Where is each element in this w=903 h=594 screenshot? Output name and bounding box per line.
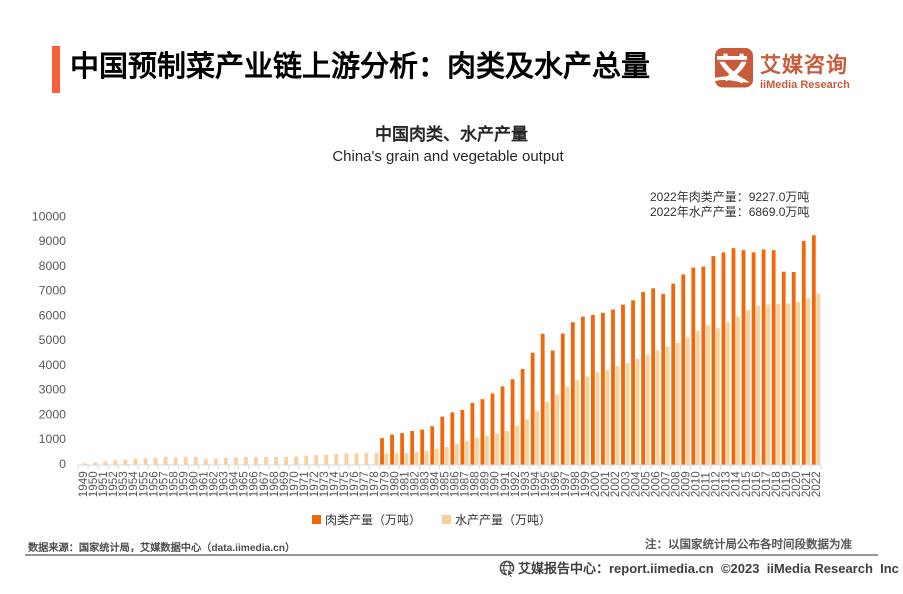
svg-text:1957: 1957 bbox=[157, 471, 170, 497]
svg-text:1963: 1963 bbox=[218, 471, 231, 497]
svg-text:1971: 1971 bbox=[298, 471, 311, 497]
svg-text:1986: 1986 bbox=[449, 471, 462, 497]
svg-text:3000: 3000 bbox=[39, 383, 67, 397]
svg-text:2010: 2010 bbox=[690, 471, 703, 498]
svg-text:1974: 1974 bbox=[328, 471, 341, 498]
svg-text:2020: 2020 bbox=[790, 471, 803, 498]
svg-text:1979: 1979 bbox=[378, 471, 391, 497]
svg-text:2007: 2007 bbox=[659, 471, 672, 497]
svg-text:1978: 1978 bbox=[368, 471, 381, 497]
svg-text:1968: 1968 bbox=[268, 471, 281, 497]
svg-text:1953: 1953 bbox=[117, 471, 130, 497]
svg-text:1996: 1996 bbox=[549, 471, 562, 497]
svg-text:1998: 1998 bbox=[569, 471, 582, 497]
svg-text:1992: 1992 bbox=[509, 471, 522, 497]
svg-text:1988: 1988 bbox=[469, 471, 482, 497]
svg-text:1975: 1975 bbox=[338, 471, 351, 498]
svg-text:9000: 9000 bbox=[39, 234, 67, 248]
svg-text:1969: 1969 bbox=[278, 471, 291, 497]
svg-text:1977: 1977 bbox=[358, 471, 371, 497]
svg-text:1983: 1983 bbox=[418, 471, 431, 497]
svg-text:艾媒咨询: 艾媒咨询 bbox=[760, 53, 848, 77]
svg-text:1958: 1958 bbox=[167, 471, 180, 497]
svg-text:2021: 2021 bbox=[800, 471, 813, 497]
svg-text:2017: 2017 bbox=[760, 471, 773, 497]
svg-text:4000: 4000 bbox=[39, 358, 67, 372]
svg-text:1999: 1999 bbox=[579, 471, 592, 497]
svg-text:1982: 1982 bbox=[408, 471, 421, 497]
svg-text:1972: 1972 bbox=[308, 471, 321, 497]
svg-text:0: 0 bbox=[59, 457, 66, 471]
svg-text:2011: 2011 bbox=[700, 472, 713, 497]
svg-text:1994: 1994 bbox=[529, 471, 542, 498]
svg-text:1976: 1976 bbox=[348, 471, 361, 497]
svg-text:2003: 2003 bbox=[619, 471, 632, 497]
svg-text:1987: 1987 bbox=[459, 471, 472, 497]
svg-text:2018: 2018 bbox=[770, 471, 783, 497]
svg-text:1966: 1966 bbox=[248, 471, 261, 497]
svg-text:2000: 2000 bbox=[589, 471, 602, 498]
svg-text:1950: 1950 bbox=[87, 471, 100, 498]
svg-text:2019: 2019 bbox=[780, 471, 793, 497]
svg-text:1984: 1984 bbox=[428, 471, 441, 498]
svg-text:1989: 1989 bbox=[479, 471, 492, 497]
svg-text:7000: 7000 bbox=[39, 284, 67, 298]
svg-text:1980: 1980 bbox=[388, 471, 401, 498]
svg-text:2013: 2013 bbox=[720, 471, 733, 497]
svg-text:1000: 1000 bbox=[39, 432, 67, 446]
svg-text:6000: 6000 bbox=[39, 309, 67, 323]
svg-text:2009: 2009 bbox=[680, 471, 693, 497]
svg-text:2006: 2006 bbox=[649, 471, 662, 497]
svg-text:1970: 1970 bbox=[288, 471, 301, 498]
svg-text:5000: 5000 bbox=[39, 333, 67, 347]
svg-text:1955: 1955 bbox=[137, 471, 150, 498]
svg-text:1973: 1973 bbox=[318, 471, 331, 497]
svg-text:1956: 1956 bbox=[147, 471, 160, 497]
svg-text:1960: 1960 bbox=[187, 471, 200, 498]
svg-text:8000: 8000 bbox=[39, 259, 67, 273]
svg-text:1959: 1959 bbox=[177, 471, 190, 497]
svg-text:1954: 1954 bbox=[127, 471, 140, 498]
svg-text:1967: 1967 bbox=[258, 471, 271, 497]
svg-text:2014: 2014 bbox=[730, 471, 743, 498]
svg-text:1990: 1990 bbox=[489, 471, 502, 498]
svg-text:2012: 2012 bbox=[710, 471, 723, 497]
svg-text:1981: 1981 bbox=[398, 471, 411, 497]
svg-text:1985: 1985 bbox=[439, 471, 452, 498]
svg-text:2015: 2015 bbox=[740, 471, 753, 498]
svg-text:1962: 1962 bbox=[208, 471, 221, 497]
svg-text:iiMedia Research: iiMedia Research bbox=[760, 79, 850, 90]
svg-text:1951: 1951 bbox=[97, 471, 110, 497]
svg-text:2002: 2002 bbox=[609, 471, 622, 497]
svg-text:2008: 2008 bbox=[669, 471, 682, 497]
svg-text:2001: 2001 bbox=[599, 471, 612, 497]
svg-text:2005: 2005 bbox=[639, 471, 652, 498]
svg-text:1949: 1949 bbox=[77, 471, 90, 497]
svg-text:10000: 10000 bbox=[32, 210, 66, 224]
svg-text:1965: 1965 bbox=[238, 471, 251, 498]
svg-text:2000: 2000 bbox=[39, 407, 67, 421]
svg-text:1993: 1993 bbox=[519, 471, 532, 497]
svg-text:1964: 1964 bbox=[228, 471, 241, 498]
svg-text:1997: 1997 bbox=[559, 471, 572, 497]
svg-text:2004: 2004 bbox=[629, 471, 642, 498]
svg-text:1991: 1991 bbox=[499, 471, 512, 497]
svg-text:1995: 1995 bbox=[539, 471, 552, 498]
svg-text:2016: 2016 bbox=[750, 471, 763, 497]
svg-text:2022: 2022 bbox=[810, 471, 823, 497]
svg-text:1952: 1952 bbox=[107, 471, 120, 497]
svg-text:1961: 1961 bbox=[198, 471, 211, 497]
